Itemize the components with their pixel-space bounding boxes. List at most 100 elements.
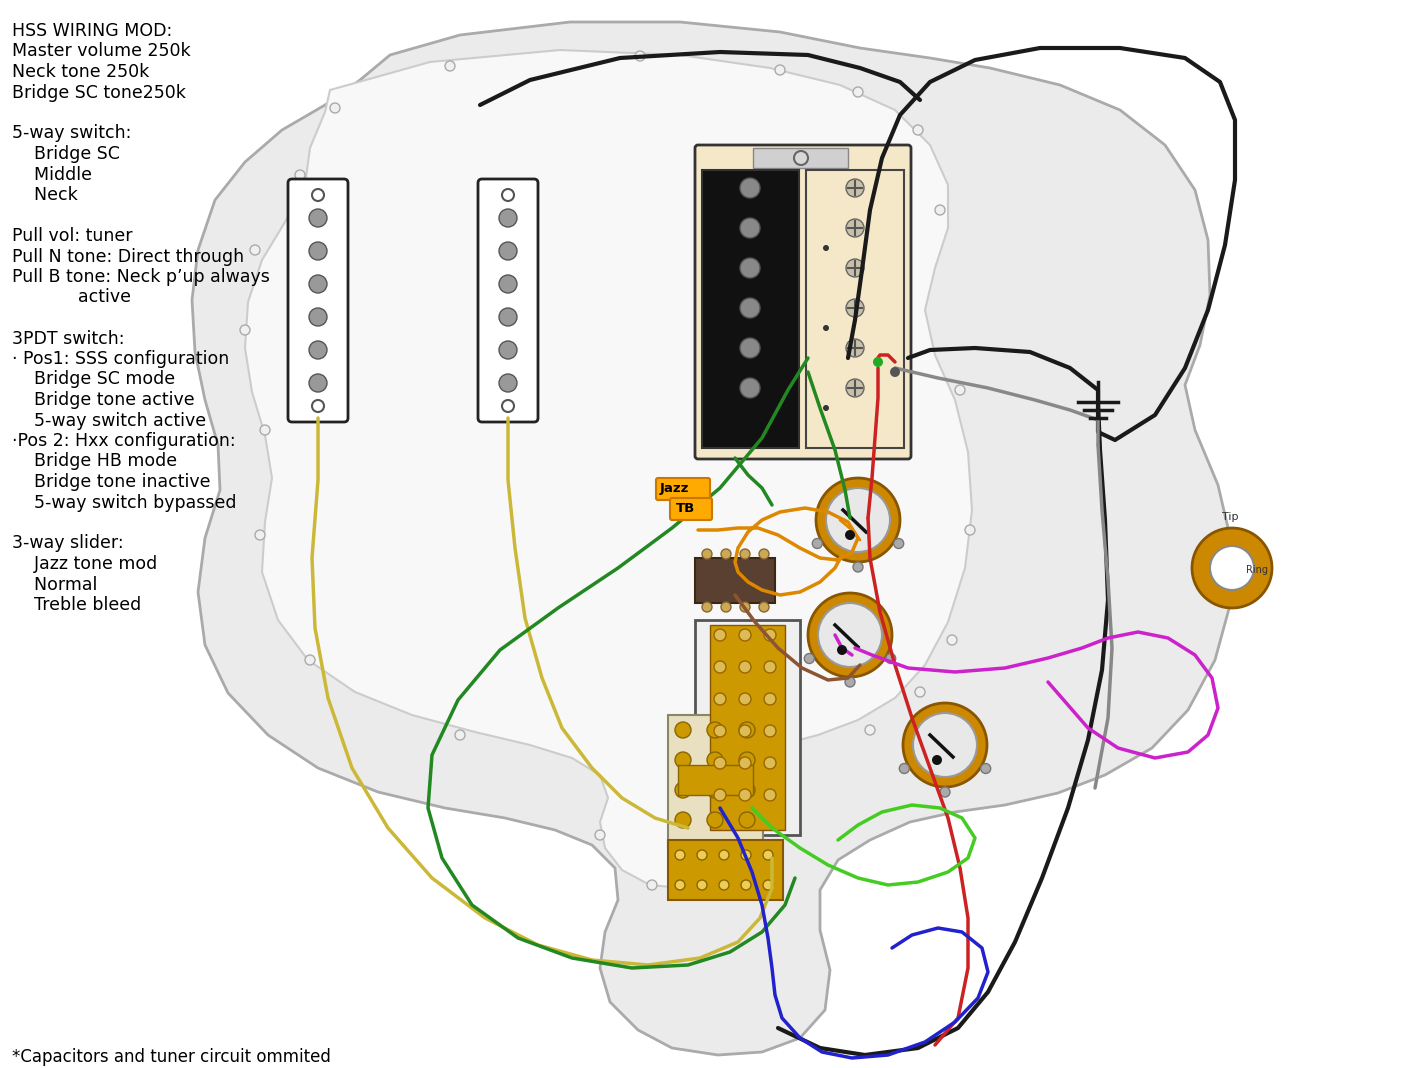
Circle shape — [894, 538, 904, 549]
Circle shape — [715, 725, 726, 737]
Circle shape — [740, 337, 760, 358]
Circle shape — [739, 752, 756, 768]
Circle shape — [708, 812, 723, 828]
Circle shape — [294, 170, 306, 180]
Polygon shape — [192, 22, 1232, 1055]
Circle shape — [886, 654, 896, 663]
Text: Pull B tone: Neck p’up always: Pull B tone: Neck p’up always — [11, 268, 270, 286]
Circle shape — [715, 661, 726, 673]
Circle shape — [722, 549, 732, 559]
Bar — [668, 841, 782, 900]
Circle shape — [675, 880, 685, 890]
Circle shape — [499, 242, 516, 260]
Text: 3-way slider:: 3-way slider: — [11, 534, 123, 552]
Circle shape — [675, 722, 691, 738]
Circle shape — [702, 602, 712, 612]
Circle shape — [1210, 546, 1254, 590]
Circle shape — [890, 367, 900, 377]
Circle shape — [713, 765, 723, 775]
Circle shape — [739, 725, 751, 737]
Circle shape — [758, 549, 768, 559]
Circle shape — [865, 725, 874, 735]
Text: active: active — [11, 288, 132, 307]
Circle shape — [739, 789, 751, 801]
Text: Master volume 250k: Master volume 250k — [11, 43, 191, 61]
Circle shape — [947, 635, 957, 645]
Circle shape — [260, 425, 270, 435]
Circle shape — [846, 219, 865, 237]
Circle shape — [816, 478, 900, 562]
Circle shape — [502, 189, 514, 201]
Circle shape — [763, 880, 773, 890]
Circle shape — [499, 209, 516, 227]
Circle shape — [940, 787, 949, 797]
Circle shape — [955, 384, 965, 395]
Text: TB: TB — [676, 502, 695, 515]
Text: Pull vol: tuner: Pull vol: tuner — [11, 227, 133, 245]
Circle shape — [965, 525, 975, 535]
FancyBboxPatch shape — [669, 498, 712, 520]
Bar — [807, 170, 904, 447]
Circle shape — [900, 764, 910, 773]
Circle shape — [715, 789, 726, 801]
Circle shape — [764, 725, 775, 737]
Circle shape — [708, 782, 723, 798]
Circle shape — [698, 880, 708, 890]
Circle shape — [594, 830, 606, 841]
Bar — [668, 714, 763, 850]
Circle shape — [739, 722, 756, 738]
Text: Bridge tone inactive: Bridge tone inactive — [11, 473, 211, 491]
Circle shape — [824, 405, 829, 411]
Circle shape — [499, 374, 516, 392]
Text: Bridge tone active: Bridge tone active — [11, 391, 195, 409]
Circle shape — [981, 764, 990, 773]
Circle shape — [935, 205, 945, 215]
Circle shape — [808, 593, 891, 677]
Circle shape — [826, 488, 890, 552]
Circle shape — [846, 260, 865, 277]
Circle shape — [715, 757, 726, 769]
Circle shape — [916, 687, 925, 697]
Circle shape — [741, 880, 751, 890]
Circle shape — [311, 400, 324, 412]
Circle shape — [698, 850, 708, 860]
Circle shape — [635, 51, 645, 61]
Circle shape — [719, 880, 729, 890]
Polygon shape — [245, 50, 972, 888]
Circle shape — [444, 61, 456, 70]
Circle shape — [824, 245, 829, 251]
Text: Neck: Neck — [11, 186, 78, 204]
Text: · Pos1: SSS configuration: · Pos1: SSS configuration — [11, 350, 229, 368]
Circle shape — [873, 357, 883, 367]
Circle shape — [456, 731, 466, 740]
Circle shape — [241, 325, 250, 335]
Circle shape — [739, 812, 756, 828]
Text: 5-way switch active: 5-way switch active — [11, 411, 207, 429]
Circle shape — [740, 258, 760, 278]
Circle shape — [250, 245, 260, 255]
FancyBboxPatch shape — [478, 179, 538, 422]
Circle shape — [846, 299, 865, 317]
Text: Bridge SC mode: Bridge SC mode — [11, 371, 175, 389]
Circle shape — [740, 218, 760, 238]
Circle shape — [913, 125, 923, 135]
Circle shape — [739, 661, 751, 673]
Circle shape — [675, 782, 691, 798]
Circle shape — [722, 602, 732, 612]
Circle shape — [499, 274, 516, 293]
Text: Bridge SC tone250k: Bridge SC tone250k — [11, 83, 185, 101]
Circle shape — [502, 400, 514, 412]
Text: 5-way switch:: 5-way switch: — [11, 125, 132, 142]
Circle shape — [330, 103, 340, 113]
Text: Ring: Ring — [1247, 565, 1268, 575]
Circle shape — [1191, 528, 1272, 608]
Circle shape — [311, 189, 324, 201]
Circle shape — [719, 850, 729, 860]
Circle shape — [739, 757, 751, 769]
Circle shape — [853, 87, 863, 97]
Circle shape — [308, 209, 327, 227]
Circle shape — [741, 850, 751, 860]
Circle shape — [709, 830, 719, 841]
Circle shape — [853, 562, 863, 572]
Circle shape — [812, 538, 822, 549]
